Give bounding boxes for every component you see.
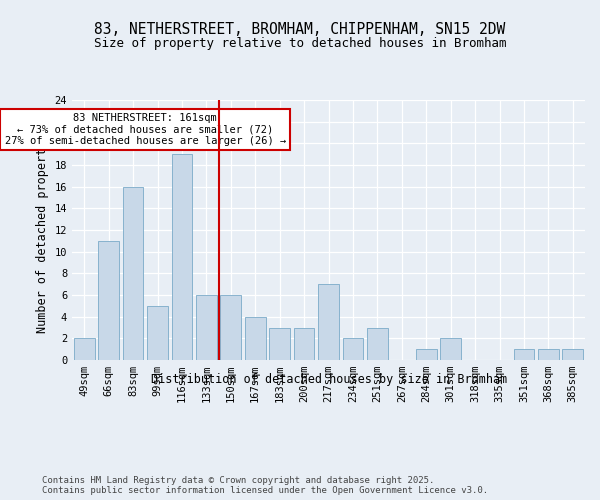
- Bar: [318, 284, 339, 360]
- Text: Contains HM Land Registry data © Crown copyright and database right 2025.
Contai: Contains HM Land Registry data © Crown c…: [42, 476, 488, 495]
- Y-axis label: Number of detached properties: Number of detached properties: [36, 126, 49, 334]
- Bar: [514, 349, 535, 360]
- Bar: [74, 338, 95, 360]
- Text: Distribution of detached houses by size in Bromham: Distribution of detached houses by size …: [151, 372, 507, 386]
- Bar: [367, 328, 388, 360]
- Bar: [220, 295, 241, 360]
- Bar: [440, 338, 461, 360]
- Bar: [293, 328, 314, 360]
- Bar: [343, 338, 364, 360]
- Bar: [269, 328, 290, 360]
- Bar: [172, 154, 193, 360]
- Text: 83 NETHERSTREET: 161sqm
← 73% of detached houses are smaller (72)
27% of semi-de: 83 NETHERSTREET: 161sqm ← 73% of detache…: [5, 113, 286, 146]
- Bar: [562, 349, 583, 360]
- Bar: [147, 306, 168, 360]
- Bar: [196, 295, 217, 360]
- Bar: [538, 349, 559, 360]
- Bar: [416, 349, 437, 360]
- Bar: [122, 186, 143, 360]
- Text: 83, NETHERSTREET, BROMHAM, CHIPPENHAM, SN15 2DW: 83, NETHERSTREET, BROMHAM, CHIPPENHAM, S…: [94, 22, 506, 38]
- Bar: [98, 241, 119, 360]
- Text: Size of property relative to detached houses in Bromham: Size of property relative to detached ho…: [94, 38, 506, 51]
- Bar: [245, 316, 266, 360]
